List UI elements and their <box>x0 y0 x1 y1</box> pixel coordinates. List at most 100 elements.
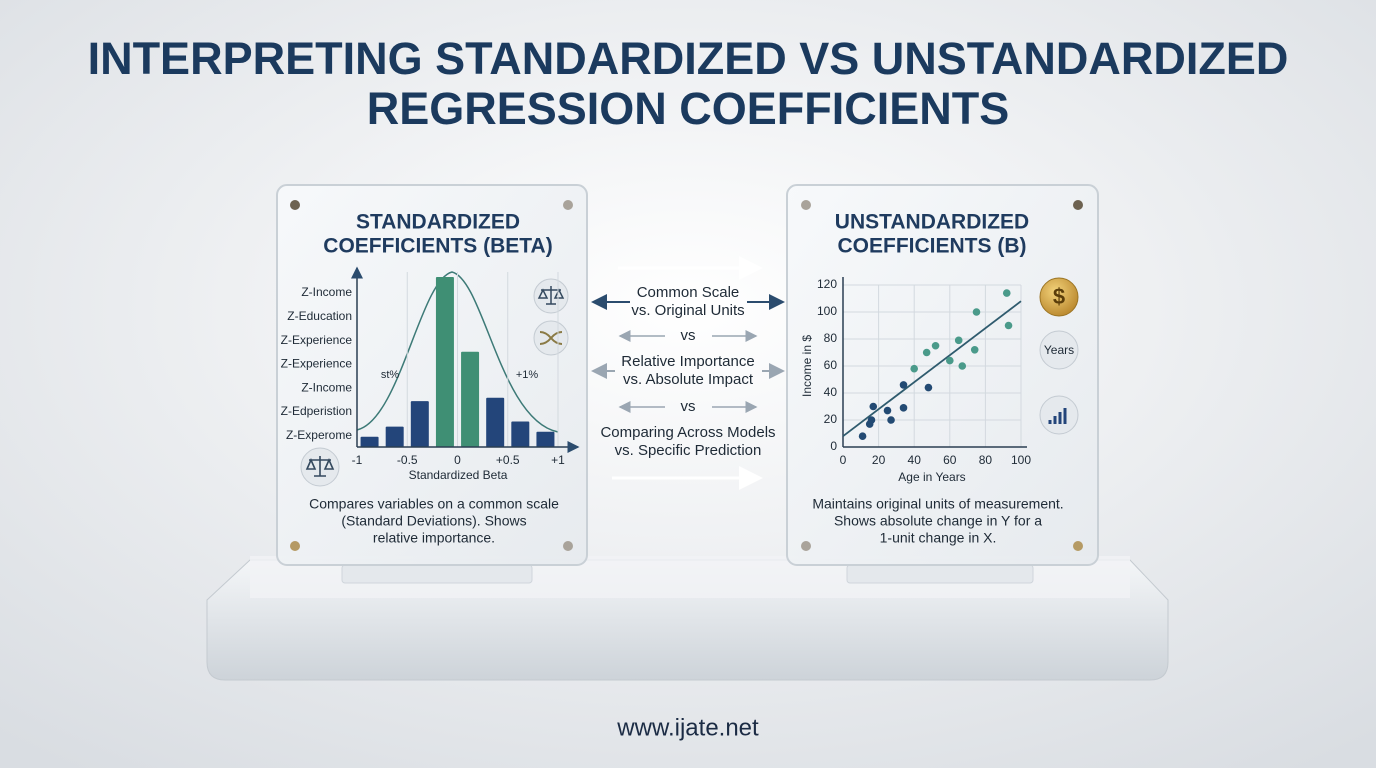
point <box>922 348 931 357</box>
panel-title: COEFFICIENTS (BETA) <box>323 235 552 258</box>
point <box>1004 321 1013 330</box>
point <box>958 362 967 370</box>
x-tick-label: 80 <box>979 453 993 467</box>
stand <box>846 564 1034 584</box>
bars-icon <box>1039 395 1079 435</box>
y-label: Z-Experience <box>281 357 353 371</box>
normal-curve <box>356 271 559 433</box>
comparison: Comparing Across Models <box>600 424 775 441</box>
y-tick-label: 120 <box>817 277 837 291</box>
screws <box>290 200 1083 551</box>
description: Shows absolute change in Y for a <box>834 513 1042 529</box>
bar <box>486 397 505 447</box>
point <box>972 308 981 316</box>
comparison: vs. Original Units <box>631 302 744 319</box>
bar <box>461 351 480 447</box>
x-tick-label: +1 <box>551 453 565 467</box>
comparison: vs. Absolute Impact <box>623 371 754 388</box>
footer: www.ijate.net <box>616 714 759 741</box>
x-tick-label: 0 <box>454 453 461 467</box>
y-label: Z-Experience <box>281 333 353 347</box>
scale-icon <box>533 278 569 314</box>
panel-title: STANDARDIZED <box>356 211 520 234</box>
stand <box>341 564 533 584</box>
y-tick-label: 40 <box>824 385 838 399</box>
point <box>867 416 876 424</box>
screw <box>801 200 811 210</box>
x-axis-label: Standardized Beta <box>409 468 508 482</box>
x-tick-label: 0 <box>840 453 847 467</box>
screw <box>1073 200 1083 210</box>
icon-label: Years <box>1044 343 1074 357</box>
point <box>910 364 918 373</box>
screw <box>1073 541 1083 551</box>
comparison: Relative Importance <box>621 353 754 370</box>
x-tick-label: 100 <box>1011 453 1031 467</box>
x-tick-label: -0.5 <box>397 453 418 467</box>
dollar-icon: $ <box>1039 277 1079 317</box>
y-label: Z-Education <box>287 309 352 323</box>
point <box>924 383 933 392</box>
y-tick-label: 80 <box>824 331 838 345</box>
screw <box>290 541 300 551</box>
point <box>899 404 908 412</box>
separator: vs <box>681 398 696 415</box>
x-tick-label: -1 <box>352 453 363 467</box>
point <box>869 402 878 411</box>
point <box>899 381 908 389</box>
point <box>1002 289 1011 297</box>
panel-title: UNSTANDARDIZED <box>835 211 1029 234</box>
point <box>931 341 940 350</box>
annotation: +1% <box>516 369 539 381</box>
screw <box>563 200 573 210</box>
y-tick-label: 20 <box>824 412 838 426</box>
icon-label: $ <box>1053 284 1065 309</box>
y-label: Z-Income <box>301 285 352 299</box>
y-tick-label: 0 <box>830 439 837 453</box>
title-line: INTERPRETING STANDARDIZED VS UNSTANDARDI… <box>88 33 1289 84</box>
y-axis-label: Income in $ <box>800 335 814 397</box>
arrows <box>591 256 785 490</box>
bar <box>511 421 530 447</box>
description: 1-unit change in X. <box>880 530 997 546</box>
screw <box>563 541 573 551</box>
y-label: Z-Edperistion <box>281 404 352 418</box>
charts: -1 -0.5 0 +0.5 +1 Z-Income Z-Education Z-Experi… <box>281 266 1031 484</box>
left-panel <box>276 184 588 566</box>
screw <box>801 541 811 551</box>
right-panel <box>786 184 1099 566</box>
point <box>858 432 867 441</box>
description: Maintains original units of measurement. <box>812 496 1063 512</box>
point <box>970 346 979 354</box>
screw <box>290 200 300 210</box>
point <box>883 406 892 415</box>
bar <box>385 426 404 447</box>
x-axis-label: Age in Years <box>898 470 965 484</box>
description: relative importance. <box>373 530 495 546</box>
years-icon: Years <box>1039 330 1079 370</box>
description: (Standard Deviations). Shows <box>341 513 526 529</box>
comparison: Common Scale <box>637 284 740 301</box>
y-tick-label: 100 <box>817 304 837 318</box>
scale-icon <box>300 447 340 487</box>
panel-title: COEFFICIENTS (B) <box>838 235 1027 258</box>
y-label: Z-Experome <box>286 428 352 442</box>
x-tick-label: 40 <box>908 453 922 467</box>
description: Compares variables on a common scale <box>309 496 559 512</box>
y-label: Z-Income <box>301 380 352 394</box>
title-line: REGRESSION COEFFICIENTS <box>367 83 1010 134</box>
x-tick-label: +0.5 <box>496 453 520 467</box>
trendline <box>842 300 1022 437</box>
comparison: vs. Specific Prediction <box>615 442 762 459</box>
shuffle-icon <box>533 320 569 356</box>
separator: vs <box>681 327 696 344</box>
bar <box>536 431 555 447</box>
point <box>954 336 963 345</box>
annotation: st% <box>381 369 400 381</box>
y-tick-label: 60 <box>824 358 838 372</box>
x-tick-label: 20 <box>872 453 886 467</box>
x-tick-label: 60 <box>943 453 957 467</box>
bar <box>435 277 454 447</box>
